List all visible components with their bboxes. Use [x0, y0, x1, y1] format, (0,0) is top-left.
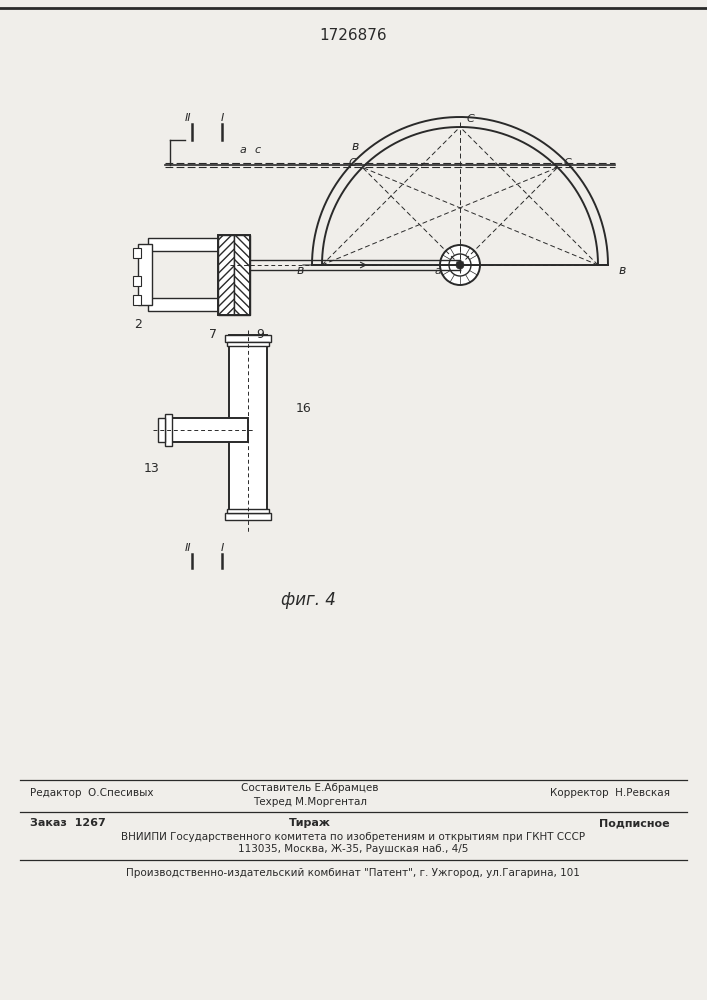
Text: Тираж: Тираж: [289, 818, 331, 828]
Bar: [225, 513, 271, 520]
Bar: [227, 509, 269, 513]
Bar: [168, 418, 248, 442]
Text: 113035, Москва, Ж-35, Раушская наб., 4/5: 113035, Москва, Ж-35, Раушская наб., 4/5: [238, 844, 468, 854]
Text: I: I: [221, 543, 223, 553]
Text: 13: 13: [144, 462, 160, 475]
Text: a: a: [240, 145, 247, 155]
Bar: [138, 244, 152, 305]
Text: Техред М.Моргентал: Техред М.Моргентал: [253, 797, 367, 807]
Bar: [133, 295, 141, 305]
Bar: [229, 335, 267, 520]
Text: c: c: [255, 145, 261, 155]
Circle shape: [456, 261, 464, 269]
Text: Составитель Е.Абрамцев: Составитель Е.Абрамцев: [241, 783, 379, 793]
Text: C: C: [466, 114, 474, 124]
Text: в: в: [296, 263, 304, 276]
Circle shape: [440, 245, 480, 285]
Text: I: I: [221, 113, 223, 123]
Bar: [225, 335, 271, 342]
Bar: [148, 298, 243, 311]
Text: a: a: [435, 266, 441, 276]
Bar: [218, 235, 234, 315]
Text: в: в: [619, 263, 626, 276]
Bar: [165, 414, 172, 446]
Text: фиг. 4: фиг. 4: [281, 591, 335, 609]
Bar: [133, 248, 141, 258]
Text: II: II: [185, 113, 192, 123]
Text: 7: 7: [209, 328, 217, 342]
Text: 16: 16: [296, 401, 312, 414]
Bar: [218, 235, 250, 315]
Text: C: C: [563, 158, 571, 168]
Text: II: II: [185, 543, 192, 553]
Text: 1726876: 1726876: [319, 27, 387, 42]
Text: C: C: [349, 158, 356, 168]
Bar: [227, 342, 269, 346]
Text: Подписное: Подписное: [600, 818, 670, 828]
Text: Заказ  1267: Заказ 1267: [30, 818, 106, 828]
Bar: [148, 238, 243, 251]
Bar: [133, 276, 141, 286]
Bar: [158, 418, 165, 442]
Text: 2: 2: [134, 318, 142, 332]
Text: Производственно-издательский комбинат "Патент", г. Ужгород, ул.Гагарина, 101: Производственно-издательский комбинат "П…: [126, 868, 580, 878]
Bar: [234, 235, 250, 315]
Text: Редактор  О.Спесивых: Редактор О.Спесивых: [30, 788, 153, 798]
Text: Корректор  Н.Ревская: Корректор Н.Ревская: [550, 788, 670, 798]
Text: в: в: [351, 140, 358, 153]
Text: 9: 9: [256, 328, 264, 342]
Circle shape: [449, 254, 471, 276]
Text: ВНИИПИ Государственного комитета по изобретениям и открытиям при ГКНТ СССР: ВНИИПИ Государственного комитета по изоб…: [121, 832, 585, 842]
